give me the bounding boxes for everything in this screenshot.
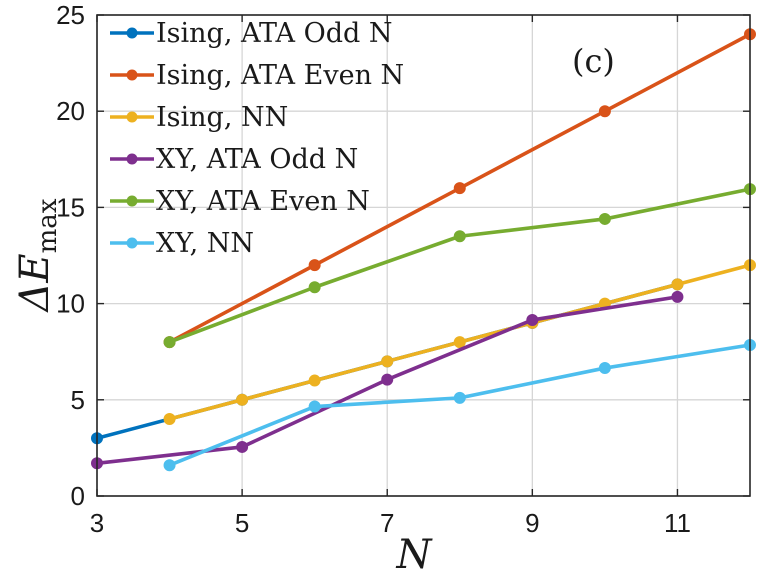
x-tick-label: 11	[664, 508, 691, 538]
data-point	[163, 336, 176, 349]
legend-marker	[126, 69, 138, 81]
y-tick-label: 5	[71, 385, 85, 415]
data-point	[308, 400, 321, 413]
data-point	[671, 290, 684, 303]
data-point	[381, 373, 394, 386]
legend-label: Ising, ATA Even N	[156, 60, 404, 91]
data-point	[453, 336, 466, 349]
legend-item: Ising, ATA Odd N	[110, 18, 393, 49]
data-point	[453, 182, 466, 195]
data-point	[308, 259, 321, 272]
legend-label: XY, ATA Odd N	[156, 144, 358, 175]
legend-marker	[126, 195, 138, 207]
legend-marker	[126, 153, 138, 165]
data-point	[163, 459, 176, 472]
panel-label: (c)	[572, 42, 615, 80]
data-point	[236, 440, 249, 453]
x-tick-label: 3	[90, 508, 104, 538]
legend-label: Ising, NN	[156, 102, 288, 133]
data-point	[236, 393, 249, 406]
legend-item: Ising, ATA Even N	[110, 60, 404, 91]
data-point	[163, 413, 176, 426]
y-axis-title-base: ΔE	[12, 253, 58, 313]
legend-label: XY, NN	[156, 228, 254, 259]
x-axis-title: N	[396, 532, 434, 576]
legend-label: Ising, ATA Odd N	[156, 18, 393, 49]
data-point	[453, 391, 466, 404]
svg-text:ΔEmax: ΔEmax	[12, 198, 63, 313]
legend-marker	[126, 237, 138, 249]
y-axis-title: ΔEmax	[12, 198, 63, 313]
legend-label: XY, ATA Even N	[156, 186, 370, 217]
legend-marker	[126, 111, 138, 123]
x-tick-label: 9	[525, 508, 539, 538]
ticks: 3 5 7 9 11 0 5 10 15 20 25	[56, 0, 750, 538]
legend-item: XY, NN	[110, 228, 254, 259]
data-point	[598, 105, 611, 118]
legend-item: Ising, NN	[110, 102, 288, 133]
data-point	[308, 374, 321, 387]
plot-background	[97, 15, 750, 496]
legend-item: XY, ATA Odd N	[110, 144, 358, 175]
series-3	[163, 259, 756, 426]
data-point	[671, 278, 684, 291]
y-tick-label: 10	[56, 289, 85, 319]
y-tick-label: 25	[56, 0, 85, 30]
y-tick-label: 0	[71, 481, 85, 511]
data-point	[598, 212, 611, 225]
x-tick-label: 5	[235, 508, 249, 538]
legend: Ising, ATA Odd N Ising, ATA Even N Ising, …	[110, 18, 404, 259]
data-point	[381, 355, 394, 368]
data-point	[598, 362, 611, 375]
data-point	[308, 281, 321, 294]
legend-item: XY, ATA Even N	[110, 186, 370, 217]
data-point	[453, 230, 466, 243]
y-tick-label: 15	[56, 192, 85, 222]
legend-marker	[126, 27, 138, 39]
data-point	[526, 313, 539, 326]
y-axis-title-sub: max	[33, 198, 63, 253]
y-tick-label: 20	[56, 96, 85, 126]
x-tick-label: 7	[380, 508, 394, 538]
series-4	[91, 290, 684, 470]
plot-frame	[96, 14, 751, 497]
